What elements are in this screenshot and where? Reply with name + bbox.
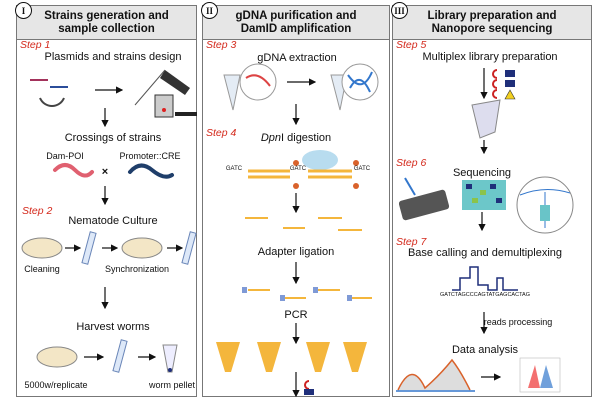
peaks-plot — [397, 358, 471, 391]
step-label: Step 7 — [396, 236, 427, 248]
header-line: Strains generation and — [44, 9, 169, 22]
synchronization-label: Synchronization — [104, 264, 170, 274]
dpni-label: DpnI digestion — [261, 132, 331, 144]
promoter-cre-label: Promoter::CRE — [119, 151, 181, 161]
step-label: Step 1 — [20, 39, 51, 51]
warning-icon — [504, 89, 516, 100]
gatc-label: GATC — [353, 166, 371, 172]
step-label: Step 6 — [396, 157, 427, 169]
step-label: Step 4 — [206, 127, 237, 139]
magnet-icon — [304, 380, 310, 390]
header-line: Library preparation and — [427, 9, 557, 22]
harvest-label: Harvest worms — [76, 321, 150, 333]
volcano-plot-icon — [519, 357, 561, 393]
gatc-label: GATC — [225, 166, 243, 172]
dna-strand — [248, 169, 352, 179]
header-line: Nanopore sequencing — [431, 22, 553, 35]
minion-device-icon — [398, 189, 450, 221]
sequence-label: GATCTAGCCCAGTATGAGCACTAG — [440, 292, 530, 298]
plasmids-label: Plasmids and strains design — [44, 51, 182, 63]
multiplex-label: Multiplex library preparation — [422, 51, 558, 63]
basecalling-label: Base calling and demultiplexing — [407, 247, 563, 259]
worm-pellet-tube-icon — [162, 344, 178, 373]
adapter-label: Adapter ligation — [257, 246, 335, 258]
panel-header: gDNA purification and DamID amplification — [203, 6, 389, 40]
analysis-label: Data analysis — [451, 344, 519, 356]
pellet-label: worm pellet — [148, 380, 196, 390]
arrows — [65, 68, 502, 398]
dam-poi-label: Dam-POI — [46, 151, 84, 161]
microinjection-microscope-icon — [134, 69, 197, 118]
culture-label: Nematode Culture — [68, 215, 158, 227]
step-label: Step 5 — [396, 39, 427, 51]
pcr-label: PCR — [284, 309, 308, 321]
panel-strains-generation: Strains generation and sample collection … — [15, 2, 197, 397]
dna-fragment — [245, 217, 372, 299]
crossings-label: Crossings of strains — [64, 132, 162, 144]
dpni-rest: I digestion — [281, 132, 332, 144]
plasmid-icon — [30, 79, 68, 107]
extraction-label: gDNA extraction — [257, 52, 337, 64]
cross-symbol: × — [101, 166, 109, 178]
falcon-tube-icon — [81, 231, 197, 373]
dpni-italic: Dpn — [260, 132, 282, 144]
replicate-label: 5000w/replicate — [24, 380, 88, 390]
worm-promoter-cre-icon — [128, 163, 174, 179]
basecall-signal — [452, 266, 518, 291]
panel-header: Library preparation and Nanopore sequenci… — [393, 6, 591, 40]
petri-dish-icon — [21, 237, 163, 368]
flow-cell-grid-icon — [462, 180, 506, 210]
gdna-tube-icon — [223, 63, 379, 111]
header-line: sample collection — [58, 22, 155, 35]
sequencing-label: Sequencing — [452, 167, 512, 179]
reads-processing-label: reads processing — [483, 317, 553, 327]
panel-number-badge: I — [15, 2, 32, 19]
adapter — [242, 287, 352, 301]
magnet-icon — [492, 69, 498, 99]
step-label: Step 2 — [22, 205, 53, 217]
beads-tube-icon — [304, 389, 314, 395]
library-tube-icon — [471, 99, 501, 139]
panel-header: Strains generation and sample collection — [17, 6, 196, 40]
dpni-enzyme-icon — [302, 150, 338, 170]
pcr-amplicons — [216, 342, 367, 372]
gatc-label: GATC — [289, 166, 307, 172]
header-line: gDNA purification and — [235, 9, 357, 22]
panel-number-badge: III — [391, 2, 408, 19]
worm-dam-poi-icon — [53, 163, 94, 178]
beads-icon — [505, 70, 515, 87]
panel-number-badge: II — [201, 2, 218, 19]
cleaning-label: Cleaning — [24, 264, 60, 274]
step-label: Step 3 — [206, 39, 237, 51]
header-line: DamID amplification — [240, 22, 352, 35]
